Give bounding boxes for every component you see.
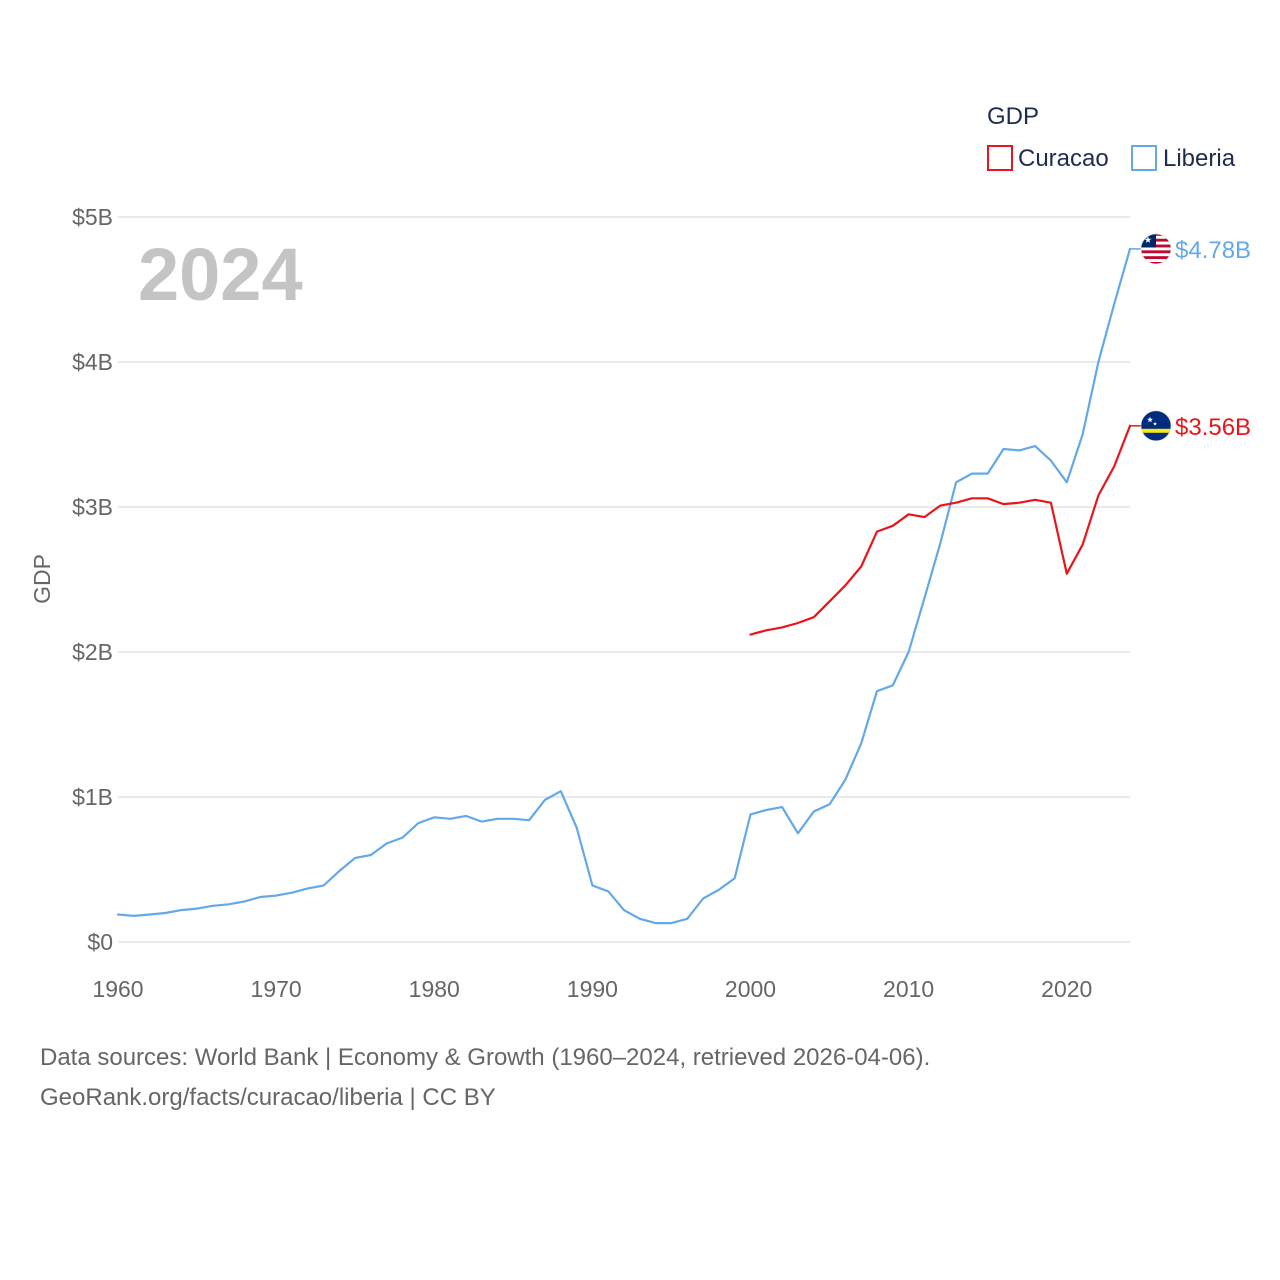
- legend: GDP Curacao Liberia: [987, 103, 1236, 172]
- y-axis-label: GDP: [29, 554, 55, 604]
- end-value-label-curacao: $3.56B: [1175, 414, 1251, 441]
- y-tick-label-5: $5B: [72, 204, 113, 230]
- footer-attribution[interactable]: GeoRank.org/facts/curacao/liberia | CC B…: [40, 1084, 496, 1111]
- x-tick-label-0: 1960: [92, 976, 143, 1002]
- legend-swatch-liberia: [1131, 145, 1157, 171]
- end-value-label-liberia: $4.78B: [1175, 237, 1251, 264]
- x-tick-label-6: 2020: [1041, 976, 1092, 1002]
- series-lines: [116, 247, 1132, 925]
- y-tick-label-2: $2B: [72, 639, 113, 665]
- curacao-flag-icon: [1141, 410, 1171, 441]
- series-line-liberia: [116, 247, 1132, 925]
- x-tick-label-2: 1980: [409, 976, 460, 1002]
- legend-label-liberia[interactable]: Liberia: [1163, 145, 1236, 172]
- legend-swatch-curacao: [987, 145, 1013, 171]
- legend-title: GDP: [987, 103, 1039, 130]
- y-tick-label-0: $0: [87, 929, 113, 955]
- y-tick-label-1: $1B: [72, 784, 113, 810]
- year-label: 2024: [138, 233, 303, 316]
- y-tick-label-4: $4B: [72, 349, 113, 375]
- series-line-curacao: [749, 424, 1132, 636]
- x-tick-label-3: 1990: [567, 976, 618, 1002]
- gridlines: [118, 216, 1130, 943]
- x-axis-ticks: 1960 1970 1980 1990 2000 2010 2020: [92, 976, 1092, 1002]
- footer-sources: Data sources: World Bank | Economy & Gro…: [40, 1044, 931, 1071]
- x-tick-label-1: 1970: [251, 976, 302, 1002]
- legend-label-curacao[interactable]: Curacao: [1018, 145, 1109, 172]
- liberia-flag-icon: [1141, 233, 1171, 264]
- x-tick-label-4: 2000: [725, 976, 776, 1002]
- y-axis-ticks: $0 $1B $2B $3B $4B $5B: [72, 204, 113, 955]
- series-end-labels: $3.56B $4.78B: [1130, 233, 1251, 442]
- x-tick-label-5: 2010: [883, 976, 934, 1002]
- y-tick-label-3: $3B: [72, 494, 113, 520]
